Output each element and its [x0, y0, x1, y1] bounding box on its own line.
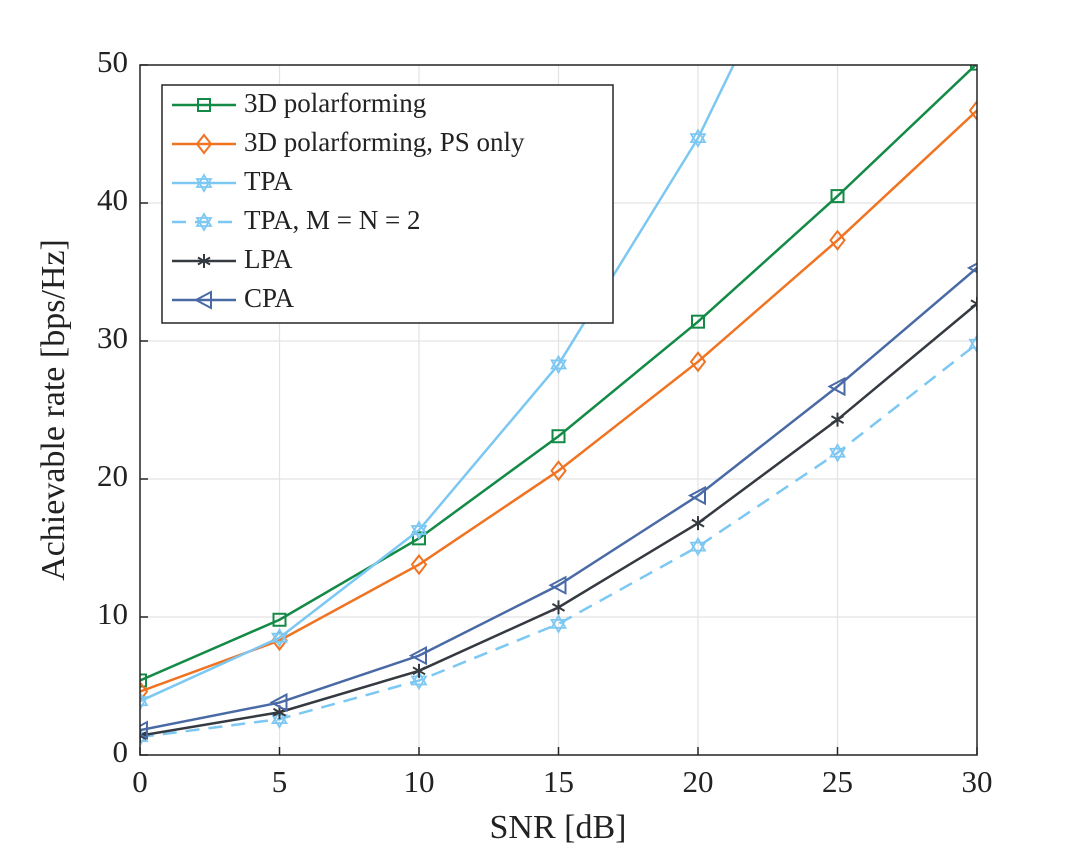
marker [140, 673, 147, 688]
y-tick-label: 30 [97, 320, 128, 355]
marker-part [689, 133, 707, 148]
marker [687, 485, 706, 506]
ticks: 0 5 10 15 20 25 30 0 10 20 30 40 50 [97, 44, 993, 799]
marker [140, 691, 149, 711]
marker-part [140, 691, 149, 707]
marker [197, 98, 211, 112]
x-tick-label: 20 [683, 764, 714, 799]
series-line [140, 65, 735, 703]
marker-part [195, 173, 213, 188]
marker-part [550, 359, 567, 375]
series-layer [140, 65, 977, 747]
legend-label: CPA [244, 283, 295, 313]
x-tick-label: 25 [822, 764, 853, 799]
marker [827, 376, 846, 397]
x-tick-label: 15 [543, 764, 574, 799]
marker-part [829, 442, 846, 458]
marker [272, 612, 287, 627]
marker [195, 212, 213, 232]
marker [269, 692, 288, 713]
marker-part [195, 178, 213, 193]
series-line [140, 65, 977, 682]
legend-label: 3D polarforming, PS only [244, 127, 525, 157]
marker-part [689, 128, 707, 144]
marker-part [968, 338, 977, 354]
marker [689, 351, 707, 373]
marker-part [550, 354, 567, 370]
marker [140, 720, 148, 740]
marker [691, 516, 705, 531]
marker [412, 663, 426, 678]
x-tick-label: 0 [132, 764, 148, 799]
marker-part [271, 632, 288, 648]
marker [829, 229, 846, 251]
x-tick-label: 10 [404, 764, 435, 799]
marker [195, 133, 213, 155]
y-tick-label: 10 [97, 596, 128, 631]
marker [550, 354, 567, 375]
marker [689, 536, 707, 557]
legend-label: TPA [244, 166, 293, 196]
marker [548, 575, 567, 595]
series-line [140, 109, 977, 693]
marker [140, 680, 149, 703]
marker-part [550, 614, 567, 629]
marker [193, 290, 212, 310]
marker [410, 553, 428, 576]
y-tick-label: 40 [97, 182, 128, 217]
marker [970, 296, 977, 311]
marker-part [968, 333, 977, 349]
x-tick-label: 30 [962, 764, 993, 799]
marker-part [829, 447, 846, 463]
marker [968, 333, 977, 354]
marker [689, 128, 707, 148]
legend-label: 3D polarforming [244, 88, 426, 118]
marker-part [271, 709, 288, 725]
marker [551, 429, 566, 444]
marker [410, 520, 428, 540]
marker [550, 614, 567, 634]
marker [551, 600, 566, 615]
x-axis-label: SNR [dB] [490, 809, 627, 846]
marker-part [689, 536, 707, 552]
marker-part [689, 541, 707, 557]
marker [968, 99, 977, 122]
marker [140, 728, 147, 743]
marker [830, 412, 845, 427]
marker [271, 627, 288, 648]
marker [830, 189, 845, 204]
x-tick-label: 5 [272, 764, 288, 799]
marker-part [140, 732, 149, 747]
legend-label: TPA, M = N = 2 [244, 205, 421, 235]
marker [829, 442, 846, 463]
marker [550, 460, 567, 482]
marker-part [410, 525, 428, 540]
marker-part [410, 670, 428, 686]
marker [408, 645, 427, 666]
marker-part [410, 520, 428, 535]
marker-part [271, 627, 288, 643]
marker [691, 314, 705, 329]
marker-part [195, 212, 213, 227]
legend-box [161, 84, 614, 324]
y-axis-label: Achievable rate [bps/Hz] [35, 239, 72, 581]
marker [197, 254, 211, 268]
y-tick-label: 50 [97, 44, 128, 79]
marker-part [140, 696, 149, 711]
marker-part [195, 217, 213, 232]
marker [412, 531, 426, 546]
series-line [140, 266, 977, 732]
marker-part [550, 619, 567, 634]
y-tick-label: 20 [97, 458, 128, 493]
y-tick-label: 0 [113, 734, 129, 769]
marker [195, 173, 213, 193]
legend-label: LPA [244, 244, 293, 274]
legend: 3D polarforming 3D polarforming, PS only T… [161, 84, 614, 324]
